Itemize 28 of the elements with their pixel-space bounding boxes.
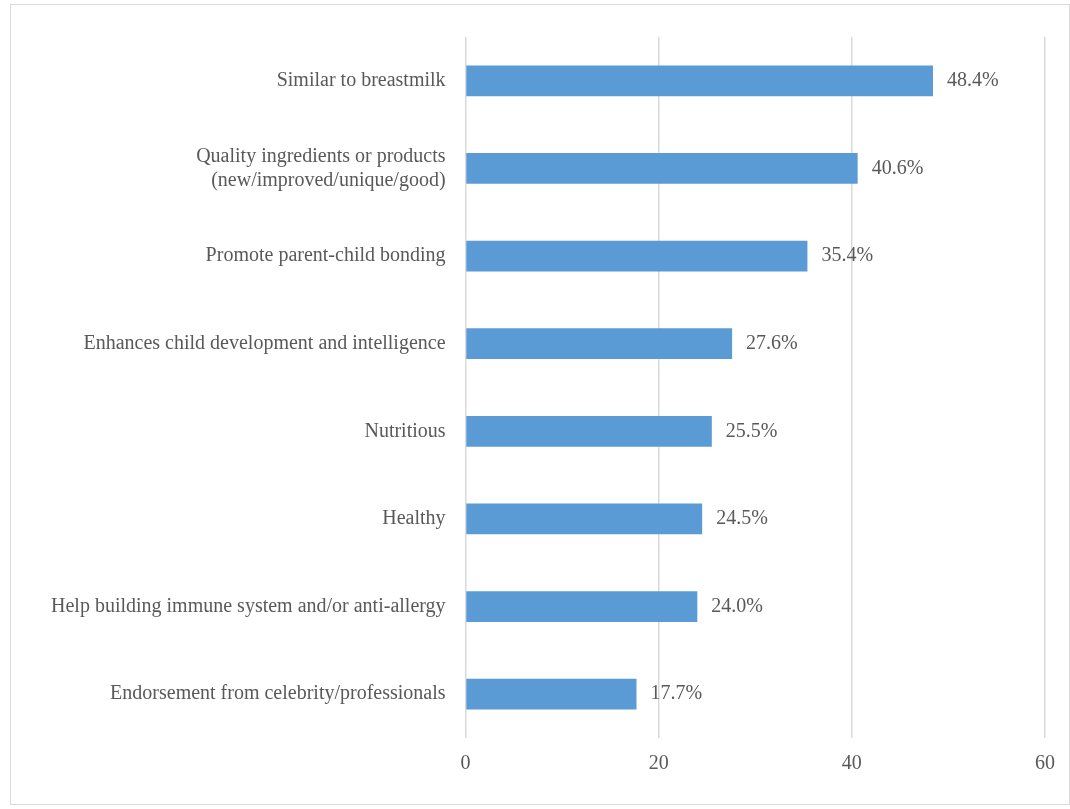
bar [466,153,858,184]
bar [466,65,933,97]
y-tick-label: Endorsement from celebrity/professionals [110,681,446,705]
x-tick-label: 60 [1035,751,1055,774]
data-label: 48.4% [946,68,999,91]
x-tick-label: 20 [648,751,669,774]
y-tick-label: Promote parent-child bonding [205,243,446,267]
y-tick-label: Similar to breastmilk [276,68,446,91]
bar [466,678,637,710]
y-tick-label: Healthy [382,506,446,530]
y-tick-label: Enhances child development and intelligence [83,330,446,354]
data-label: 24.0% [711,593,764,616]
bar [466,240,808,272]
data-label: 17.7% [650,681,703,704]
data-label: 27.6% [746,330,798,353]
bar [466,415,712,447]
data-label: 40.6% [871,155,924,178]
bar [466,328,733,360]
x-tick-label: 40 [841,751,862,774]
bar [466,503,703,535]
data-label: 24.5% [716,506,768,529]
data-label: 35.4% [821,243,874,266]
y-tick-label: Quality ingredients or products (new/improved/unique/good) [196,143,446,191]
x-tick-label: 0 [460,751,471,774]
y-tick-label: Help building immune system and/or anti-allergy [51,593,446,617]
data-label: 25.5% [725,418,778,441]
y-tick-label: Nutritious [364,418,446,441]
bar [466,591,698,622]
